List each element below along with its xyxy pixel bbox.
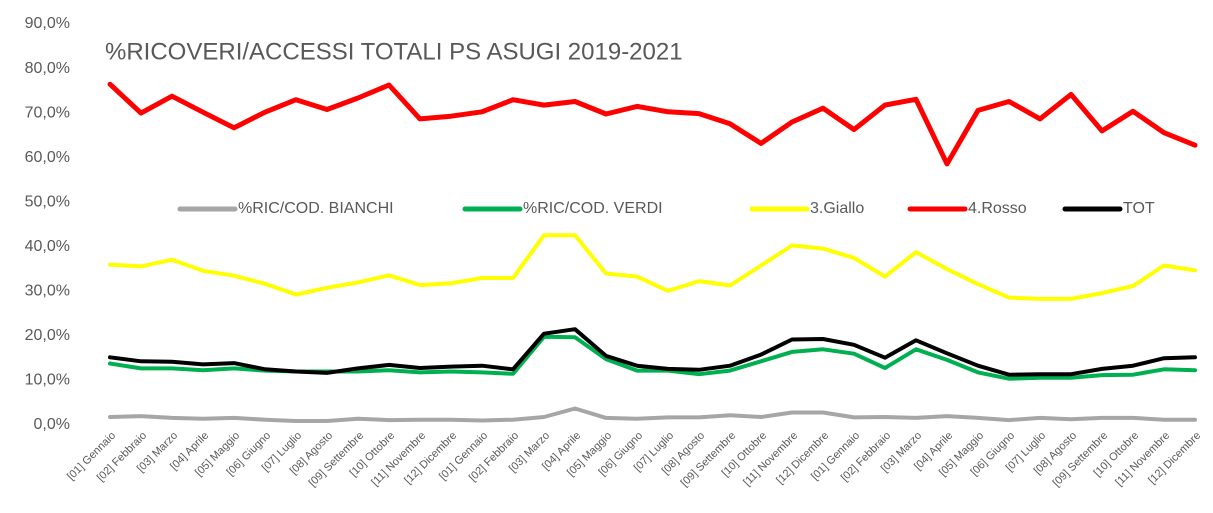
y-tick-label: 30,0%	[25, 283, 70, 300]
y-tick-label: 60,0%	[25, 149, 70, 166]
legend-label: %RIC/COD. BIANCHI	[238, 200, 394, 217]
y-tick-label: 10,0%	[25, 372, 70, 389]
legend-label: TOT	[1123, 200, 1155, 217]
chart-title: %RICOVERI/ACCESSI TOTALI PS ASUGI 2019-2…	[105, 38, 683, 65]
y-tick-label: 80,0%	[25, 60, 70, 77]
x-tick-label: [11] Novembre	[741, 430, 800, 489]
x-tick-label: [09] Settembre	[679, 430, 739, 490]
x-tick-label: [09] Settembre	[307, 430, 367, 490]
x-tick-label: [11] Novembre	[1113, 430, 1172, 489]
y-tick-label: 40,0%	[25, 238, 70, 255]
legend-label: 3.Giallo	[810, 200, 864, 217]
series-line	[108, 406, 1197, 423]
y-tick-label: 0,0%	[34, 416, 70, 433]
y-tick-label: 90,0%	[25, 15, 70, 32]
series-line	[107, 81, 1198, 167]
series-line	[108, 327, 1197, 377]
y-tick-label: 70,0%	[25, 104, 70, 121]
legend-label: 4.Rosso	[968, 200, 1027, 217]
series-line	[108, 233, 1197, 301]
y-tick-label: 50,0%	[25, 193, 70, 210]
legend-label: %RIC/COD. VERDI	[523, 200, 663, 217]
x-tick-label: [09] Settembre	[1051, 430, 1111, 490]
x-tick-label: [11] Novembre	[369, 430, 428, 489]
y-tick-label: 20,0%	[25, 327, 70, 344]
